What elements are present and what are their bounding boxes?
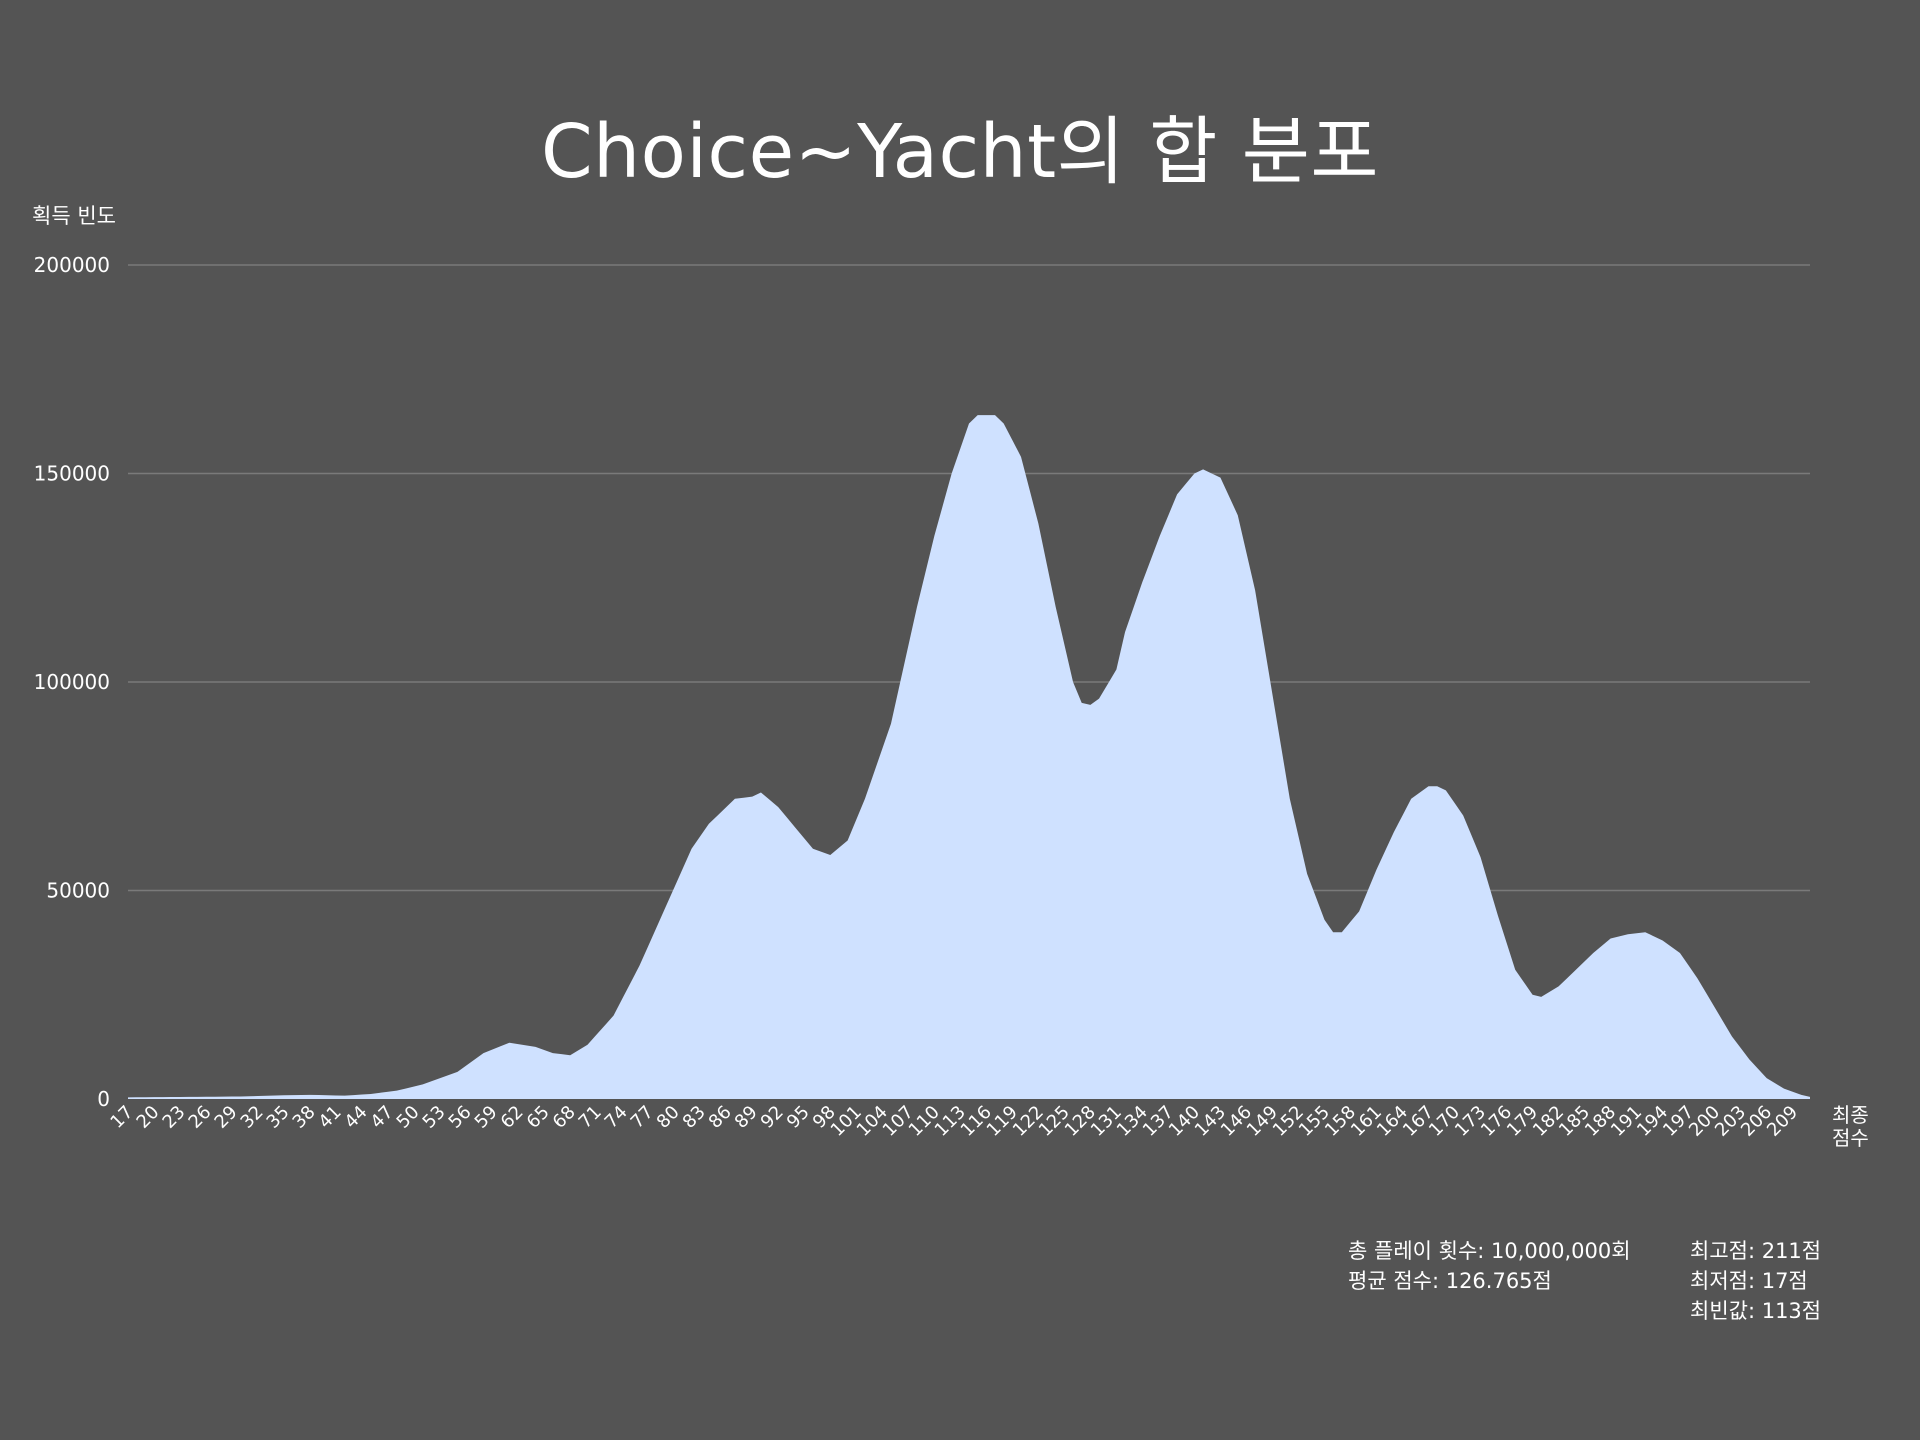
y-tick-label: 200000 xyxy=(34,253,110,277)
x-tick-label: 209 xyxy=(1763,1102,1802,1141)
y-tick-label: 50000 xyxy=(46,879,110,903)
y-tick-label: 150000 xyxy=(34,462,110,486)
chart-title: Choice~Yacht의 합 분포 xyxy=(541,109,1379,195)
stats-left: 총 플레이 횟수: 10,000,000회 평균 점수: 126.765점 xyxy=(1348,1236,1631,1296)
y-tick-label: 100000 xyxy=(34,670,110,694)
max-score-text: 최고점: 211점 xyxy=(1690,1239,1822,1263)
x-axis-label: 최종 점수 xyxy=(1832,1104,1892,1150)
stats-right: 최고점: 211점 최저점: 17점 최빈값: 113점 xyxy=(1690,1236,1821,1326)
mode-score-text: 최빈값: 113점 xyxy=(1690,1299,1822,1323)
x-axis-label-line-2: 점수 xyxy=(1832,1126,1869,1150)
distribution-area xyxy=(128,415,1810,1099)
y-tick-label: 0 xyxy=(97,1087,110,1111)
mean-score-text: 평균 점수: 126.765점 xyxy=(1348,1269,1552,1293)
y-axis-label: 획득 빈도 xyxy=(32,204,116,228)
min-score-text: 최저점: 17점 xyxy=(1690,1269,1808,1293)
x-axis-label-line-1: 최종 xyxy=(1832,1103,1869,1127)
total-plays-text: 총 플레이 횟수: 10,000,000회 xyxy=(1348,1239,1631,1263)
